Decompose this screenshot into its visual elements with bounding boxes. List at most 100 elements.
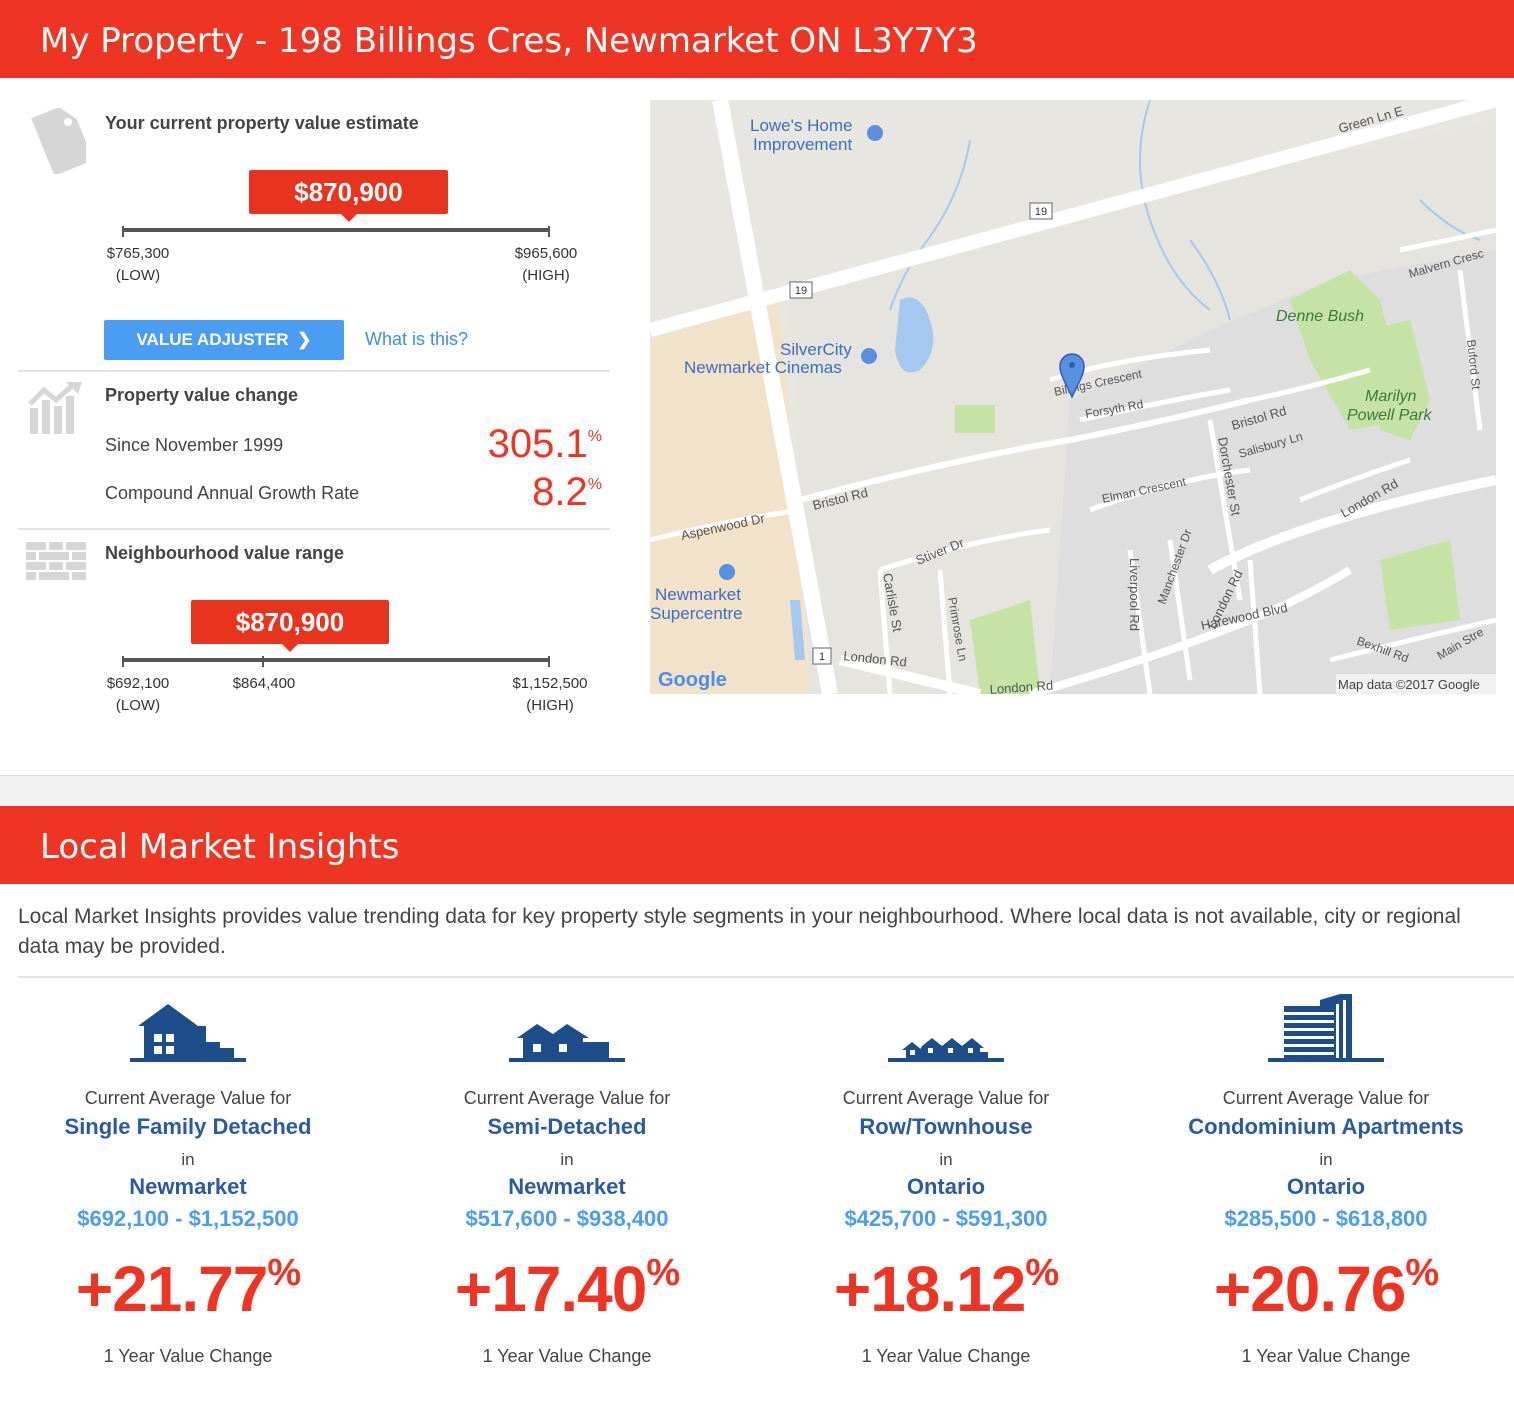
year-change-percent: +21.77%	[0, 1252, 378, 1326]
estimate-high: $965,600 (HIGH)	[500, 243, 592, 287]
map-label-london-rd-4: London Rd	[989, 678, 1054, 694]
property-type: Single Family Detached	[64, 1114, 312, 1139]
year-change-unit: %	[646, 1252, 680, 1294]
year-change-label: 1 Year Value Change	[861, 1346, 1031, 1366]
neighbourhood-high-value: $1,152,500	[512, 675, 588, 692]
semi-detached-house-icon	[509, 1024, 625, 1062]
property-type: Semi-Detached	[487, 1114, 647, 1139]
since-label: Since November 1999	[105, 435, 284, 455]
hwy-19-shield: 19	[1035, 206, 1047, 218]
estimate-low-label: (LOW)	[115, 267, 161, 284]
neighbourhood-low-label: (LOW)	[115, 697, 161, 714]
map-canvas[interactable]: 19 19 1 Lowe's Home Improvement Green Ln…	[650, 100, 1496, 694]
year-change-unit: %	[267, 1252, 301, 1294]
property-type: Row/Townhouse	[859, 1114, 1033, 1139]
value-adjuster-button[interactable]: VALUE ADJUSTER ❯	[104, 320, 344, 360]
map-label-silvercity: SilverCity	[780, 340, 852, 359]
since-value: 305.1%	[440, 422, 602, 467]
map-label-buford: Buford St	[1464, 339, 1483, 391]
since-value-unit: %	[587, 428, 602, 445]
change-title: Property value change	[105, 385, 299, 405]
single-family-house-icon	[130, 1004, 246, 1062]
estimate-high-label: (HIGH)	[522, 267, 570, 284]
year-change-label: 1 Year Value Change	[482, 1346, 652, 1366]
current-average-label: Current Average Value for	[842, 1088, 1050, 1108]
neighbourhood-value-badge: $870,900	[191, 600, 389, 652]
neighbourhood-bricks-icon	[26, 542, 86, 580]
value-range: $692,100 - $1,152,500	[77, 1206, 299, 1231]
location: Newmarket	[508, 1174, 626, 1199]
insights-intro: Local Market Insights provides value tre…	[18, 905, 1461, 958]
map-label-denne-bush: Denne Bush	[1276, 308, 1364, 325]
neighbourhood-high-label: (HIGH)	[526, 697, 574, 714]
chevron-right-icon: ❯	[297, 330, 312, 349]
hwy-1-shield: 1	[819, 651, 825, 663]
map-label-london-rd-3: London Rd	[843, 648, 908, 670]
year-change-number: +20.76	[1213, 1253, 1407, 1325]
year-change-unit: %	[1405, 1252, 1439, 1294]
what-is-this-link[interactable]: What is this?	[365, 329, 469, 349]
map-label-marilyn: Marilyn	[1365, 388, 1417, 405]
map-pin-icon[interactable]	[1059, 353, 1085, 399]
year-change-unit: %	[1025, 1252, 1059, 1294]
bar-chart-up-icon	[28, 382, 82, 434]
insights-banner-title: Local Market Insights	[0, 806, 1514, 884]
property-map[interactable]: 19 19 1 Lowe's Home Improvement Green Ln…	[650, 100, 1496, 694]
year-change-percent: +17.40%	[377, 1252, 757, 1326]
local-market-card: Local Market Insights	[0, 806, 1514, 1410]
map-attribution[interactable]: Map data ©2017 Google	[1338, 677, 1480, 692]
neighbourhood-high: $1,152,500 (HIGH)	[500, 673, 600, 717]
cagr-label: Compound Annual Growth Rate	[105, 483, 360, 503]
year-change-number: +18.12	[833, 1253, 1027, 1325]
estimate-tick-high	[548, 226, 550, 237]
location: Ontario	[906, 1174, 986, 1199]
year-change-percent: +18.12%	[756, 1252, 1136, 1326]
value-range: $285,500 - $618,800	[1224, 1206, 1428, 1231]
since-value-number: 305.1	[487, 422, 588, 466]
year-change-label: 1 Year Value Change	[1241, 1346, 1411, 1366]
neighbourhood-tick-low	[122, 656, 124, 667]
neighbourhood-tick-high	[548, 656, 550, 667]
estimate-scale-line	[122, 228, 550, 232]
my-property-card: My Property - 198 Billings Cres, Newmark…	[0, 0, 1514, 776]
in-label: in	[1319, 1150, 1333, 1169]
current-average-label: Current Average Value for	[463, 1088, 671, 1108]
map-label-silvercity-2: Newmarket Cinemas	[684, 358, 842, 377]
cagr-value-unit: %	[587, 476, 602, 493]
map-label-powell-park: Powell Park	[1347, 407, 1432, 424]
estimate-high-value: $965,600	[514, 245, 578, 262]
condominium-building-icon	[1268, 994, 1384, 1062]
in-label: in	[560, 1150, 574, 1169]
neighbourhood-low: $692,100 (LOW)	[92, 673, 184, 717]
location: Ontario	[1286, 1174, 1366, 1199]
value-adjuster-label: VALUE ADJUSTER	[136, 330, 289, 349]
map-label-lowes: Lowe's Home	[750, 116, 852, 135]
in-label: in	[939, 1150, 953, 1169]
divider	[18, 370, 610, 372]
divider	[18, 528, 610, 530]
google-logo[interactable]: Google	[658, 669, 727, 691]
map-label-lowes-2: Improvement	[753, 135, 852, 154]
map-label-liverpool: Liverpool Rd	[1127, 558, 1142, 631]
year-change-number: +17.40	[454, 1253, 648, 1325]
map-label-supercentre: Supercentre	[650, 604, 743, 623]
lowes-poi-icon[interactable]	[867, 125, 883, 141]
current-average-label: Current Average Value for	[84, 1088, 292, 1108]
row-townhouse-icon	[888, 1038, 1004, 1062]
supercentre-poi-icon[interactable]	[719, 564, 735, 580]
neighbourhood-scale-line	[122, 658, 550, 662]
neighbourhood-title: Neighbourhood value range	[105, 543, 345, 563]
price-tag-icon	[31, 108, 86, 174]
in-label: in	[181, 1150, 195, 1169]
property-type: Condominium Apartments	[1188, 1114, 1464, 1139]
estimate-low: $765,300 (LOW)	[92, 243, 184, 287]
estimate-value-badge: $870,900	[249, 170, 448, 222]
map-label-newmarket-sc: Newmarket	[655, 585, 741, 604]
year-change-percent: +20.76%	[1136, 1252, 1514, 1326]
divider	[18, 976, 1514, 978]
value-range: $517,600 - $938,400	[465, 1206, 669, 1231]
estimate-tick-low	[122, 226, 124, 237]
cinema-poi-icon[interactable]	[861, 348, 877, 364]
estimate-low-value: $765,300	[106, 245, 170, 262]
location: Newmarket	[129, 1174, 247, 1199]
